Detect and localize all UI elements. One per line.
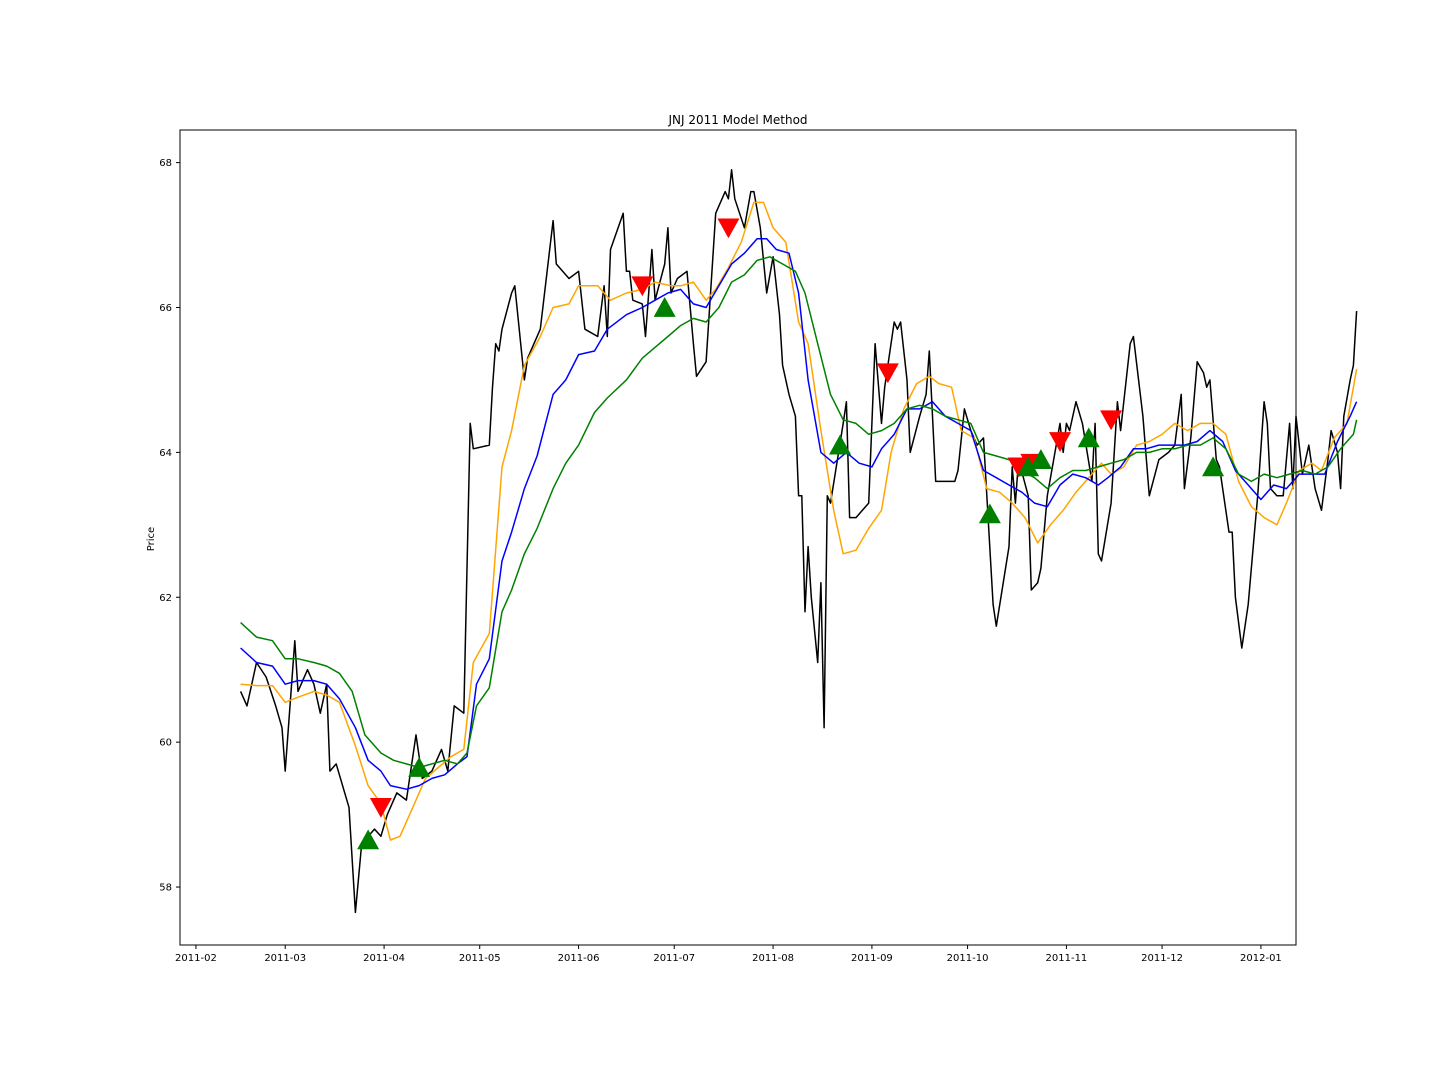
- y-axis-label: Price: [146, 527, 157, 551]
- buy-marker: [1017, 456, 1040, 477]
- x-tick-label: 2011-10: [947, 953, 989, 964]
- y-tick-label: 58: [159, 883, 172, 894]
- series-line-ma_short: [240, 201, 1358, 841]
- marker-layer: [357, 218, 1225, 850]
- buy-marker: [829, 434, 852, 455]
- y-tick-label: 62: [159, 593, 172, 604]
- buy-marker: [1029, 449, 1052, 469]
- buy-marker: [357, 829, 380, 850]
- sell-marker: [369, 798, 392, 818]
- x-tick-label: 2011-04: [363, 953, 405, 964]
- chart-title: JNJ 2011 Model Method: [667, 113, 807, 127]
- y-tick-label: 66: [159, 303, 172, 314]
- x-tick-label: 2011-08: [752, 953, 794, 964]
- sell-marker: [1007, 457, 1030, 478]
- x-tick-label: 2011-06: [558, 953, 600, 964]
- x-tick-label: 2011-11: [1046, 953, 1088, 964]
- x-tick-label: 2011-05: [459, 953, 501, 964]
- sell-marker: [1049, 432, 1072, 452]
- y-tick-label: 64: [159, 448, 172, 459]
- series-line-ma_long: [240, 256, 1358, 769]
- axis-layer: 2011-02 2011-03 2011-04 2011-05 2011-06 2011-…: [159, 158, 1282, 964]
- buy-marker: [653, 297, 676, 317]
- x-tick-label: 2011-12: [1141, 953, 1183, 964]
- x-tick-label: 2011-07: [653, 953, 695, 964]
- buy-marker: [1077, 427, 1100, 448]
- sell-marker: [717, 218, 740, 239]
- y-tick-label: 60: [159, 738, 172, 749]
- buy-marker: [1202, 456, 1225, 477]
- plot-frame: [179, 129, 1297, 946]
- x-tick-label: 2011-03: [264, 953, 306, 964]
- sell-marker: [631, 276, 654, 297]
- buy-marker: [978, 503, 1001, 524]
- sell-marker: [1100, 410, 1123, 431]
- series-line-price: [239, 169, 1358, 914]
- series-line-ma_mid: [240, 237, 1358, 790]
- series-layer: [239, 169, 1358, 914]
- x-tick-label: 2012-01: [1240, 953, 1282, 964]
- x-tick-label: 2011-02: [175, 953, 217, 964]
- x-tick-label: 2011-09: [851, 953, 893, 964]
- buy-marker: [408, 757, 431, 777]
- y-tick-label: 68: [159, 158, 172, 169]
- sell-marker: [876, 363, 899, 384]
